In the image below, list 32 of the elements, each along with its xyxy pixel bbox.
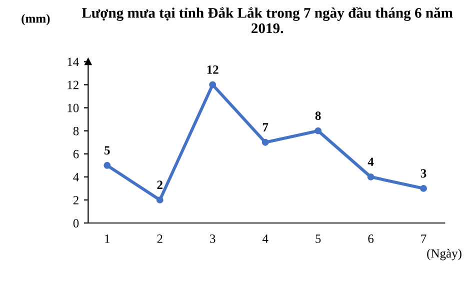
y-tick-label: 12 — [68, 80, 78, 90]
y-tick-label: 10 — [68, 104, 79, 112]
point — [367, 173, 374, 180]
point — [262, 138, 269, 146]
x-axis-title: (Ngày) — [427, 248, 462, 260]
x-tick-label: 4 — [262, 234, 268, 243]
x-tick-label: 7 — [421, 234, 426, 243]
point — [209, 81, 216, 88]
point — [156, 196, 164, 204]
point — [420, 184, 427, 192]
x-tick-label: 3 — [210, 234, 216, 243]
data-label: 2 — [157, 180, 162, 189]
y-tick-label: 6 — [73, 150, 79, 158]
x-tick-label: 1 — [105, 234, 110, 243]
x-tick-label: 6 — [368, 234, 374, 243]
y-tick-label: 2 — [73, 196, 78, 204]
point — [314, 127, 322, 134]
data-label: 12 — [207, 65, 218, 74]
y-tick-label: 4 — [73, 173, 79, 182]
x-tick-label: 2 — [157, 234, 162, 243]
point — [104, 162, 111, 169]
data-label: 7 — [262, 123, 268, 132]
y-axis-title: (mm) — [22, 14, 50, 26]
y-tick-label: 0 — [73, 219, 79, 228]
y-tick-label: 8 — [73, 126, 79, 136]
data-label: 3 — [420, 169, 426, 178]
data-label: 5 — [104, 146, 110, 155]
x-tick-label: 5 — [316, 234, 321, 243]
data-label: 8 — [315, 112, 321, 120]
data-label: 4 — [368, 158, 374, 166]
chart-title: Lượng mưa tại tỉnh Đắk Lắk trong 7 ngày đầu tháng 6 năm 2019. — [82, 7, 453, 34]
y-tick-label: 14 — [68, 58, 79, 66]
